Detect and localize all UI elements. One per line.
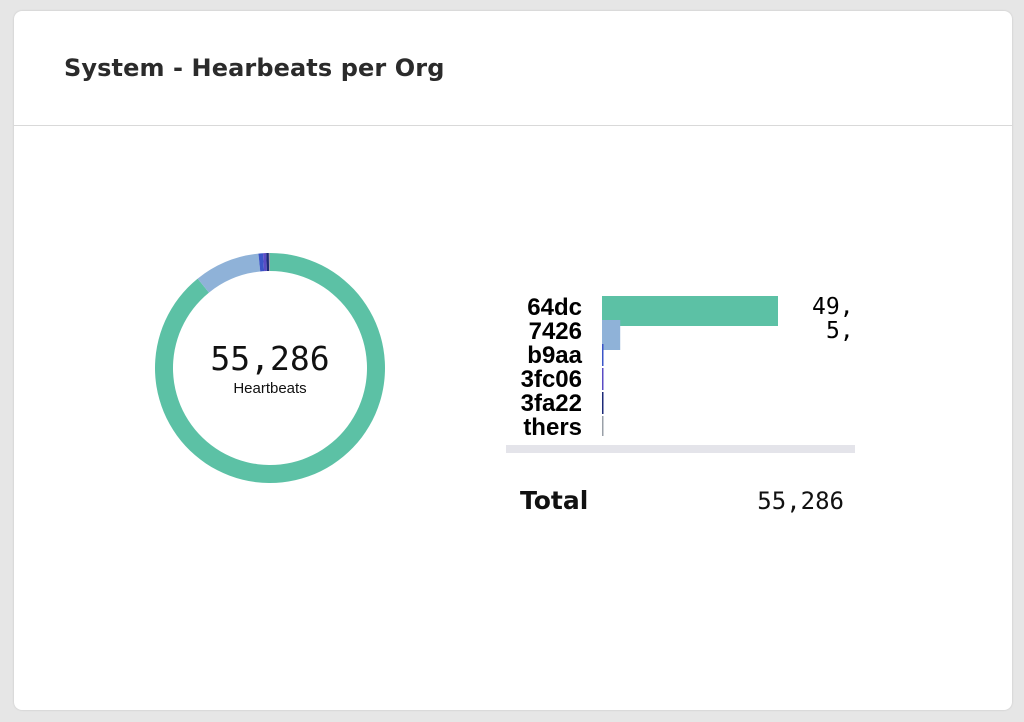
summary-total-value: 55,286 [757, 487, 844, 515]
bar-category-label: 3fa22 [521, 390, 582, 417]
donut-slice-thers[interactable] [268, 253, 270, 272]
donut-slice-b9aa[interactable] [258, 253, 265, 272]
bar-category-label: b9aa [527, 342, 582, 369]
bar-value-label: 2 [854, 366, 855, 392]
bar-thers[interactable] [602, 416, 604, 436]
bar-value-label: 3 [854, 342, 855, 368]
donut-slice-3fc06[interactable] [262, 253, 267, 272]
bar-7426[interactable] [602, 320, 621, 350]
bar-category-label: thers [523, 414, 582, 436]
bar-3fc06[interactable] [602, 368, 604, 390]
donut-total-label: Heartbeats [233, 380, 307, 397]
donut-slice-3fa22[interactable] [266, 253, 270, 272]
bar-value-label: 49,3 [812, 294, 855, 320]
bar-64dc[interactable] [602, 296, 778, 326]
donut-svg [155, 253, 385, 483]
summary-total-label: Total [520, 486, 589, 515]
bar-category-label: 64dc [527, 294, 582, 321]
bar-category-label: 3fc06 [521, 366, 582, 393]
bar-legend-svg: 64dc 49,3 7426 5,1 b9aa 3 3fc06 2 3fa22 2 thers [521, 294, 855, 436]
dashboard-panel: System - Hearbeats per Org 55,286 Heartb… [14, 11, 1012, 710]
summary-divider [506, 445, 855, 453]
panel-title: System - Hearbeats per Org [64, 54, 445, 82]
bar-category-label: 7426 [529, 318, 582, 345]
bar-3fa22[interactable] [602, 392, 604, 414]
bar-b9aa[interactable] [602, 344, 604, 366]
panel-header: System - Hearbeats per Org [14, 11, 1012, 126]
bar-value-label: 2 [854, 390, 855, 416]
donut-chart: 55,286 Heartbeats [145, 243, 395, 493]
bar-legend: 64dc 49,3 7426 5,1 b9aa 3 3fc06 2 3fa22 2 thers [506, 276, 855, 436]
donut-slice-7426[interactable] [197, 253, 261, 293]
bar-value-label: 5,1 [826, 318, 855, 344]
donut-total-value: 55,286 [210, 339, 330, 378]
